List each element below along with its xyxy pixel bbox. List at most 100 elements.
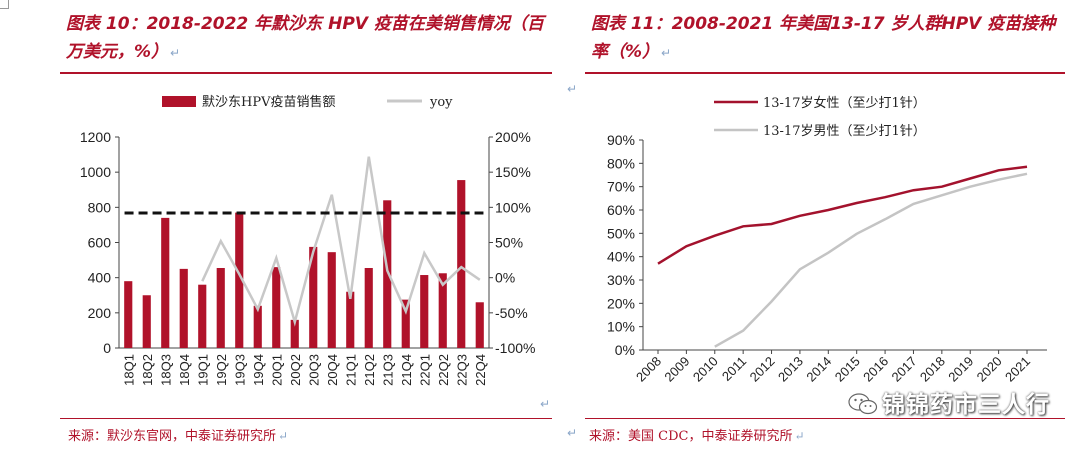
right-chart-title-text: 图表 11：2008-2021 年美国13-17 岁人群HPV 疫苗接种率（%）: [591, 14, 1056, 62]
bar-22Q1: [420, 275, 429, 348]
left-chart-panel: 图表 10：2018-2022 年默沙东 HPV 疫苗在美销售情况（百万美元，%…: [52, 0, 555, 452]
x-tick-label: 20Q2: [288, 354, 303, 386]
x-tick-label: 2019: [945, 354, 976, 385]
bar-20Q3: [309, 246, 318, 348]
x-tick-label: 2017: [889, 354, 920, 385]
bar-21Q4: [401, 299, 410, 348]
x-tick-label: 22Q1: [417, 354, 432, 386]
x-tick-label: 2011: [719, 354, 749, 384]
x-tick-label: 18Q1: [121, 354, 136, 386]
y-tick-label: 40%: [607, 249, 635, 265]
x-tick-label: 2013: [775, 354, 806, 385]
right-y-tick-label: -50%: [495, 305, 528, 321]
x-tick-label: 21Q3: [380, 354, 395, 386]
left-y-tick-label: 1000: [80, 164, 111, 180]
left-y-tick-label: 1200: [80, 129, 111, 145]
watermark-text: 锦锦药市三人行: [882, 392, 1050, 418]
left-y-tick-label: 800: [88, 199, 112, 215]
return-mark-icon: ↵: [278, 429, 289, 443]
return-mark-icon: ↵: [170, 46, 181, 60]
x-tick-label: 2020: [974, 354, 1005, 385]
watermark: 锦锦药市三人行: [848, 388, 1058, 422]
bar-20Q4: [327, 252, 336, 348]
x-tick-label: 18Q4: [177, 354, 192, 386]
left-y-tick-label: 600: [88, 235, 112, 251]
x-tick-label: 20Q4: [325, 354, 340, 386]
legend-label-female: 13-17岁女性（至少打1针）: [763, 95, 926, 111]
x-tick-label: 19Q4: [251, 354, 266, 386]
corner-fragment: [0, 0, 9, 9]
male-rate-line: [714, 172, 1028, 348]
left-chart-title: 图表 10：2018-2022 年默沙东 HPV 疫苗在美销售情况（百万美元，%…: [66, 10, 546, 67]
right-y-tick-label: 100%: [495, 199, 531, 215]
bar-21Q2: [364, 267, 373, 348]
left-chart-title-text: 图表 10：2018-2022 年默沙东 HPV 疫苗在美销售情况（百万美元，%…: [66, 14, 544, 62]
left-chart: 默沙东HPV疫苗销售额 yoy 0 200 400 600 800 1000 1200 -100%…: [80, 94, 536, 386]
return-mark-icon: ↵: [540, 397, 551, 411]
y-tick-label: 50%: [607, 225, 635, 241]
return-mark-icon: ↵: [567, 82, 578, 96]
bar-19Q3: [235, 212, 244, 348]
bar-22Q3: [457, 180, 466, 348]
x-tick-label: 18Q3: [158, 354, 173, 386]
right-y-tick-label: 150%: [495, 164, 531, 180]
bar-20Q2: [290, 319, 299, 348]
bar-19Q1: [198, 284, 207, 348]
right-chart: 13-17岁女性（至少打1针） 13-17岁男性（至少打1针） 0% 10% 20% 30…: [607, 95, 1047, 385]
x-tick-label: 2015: [832, 354, 863, 385]
bar-21Q3: [383, 200, 392, 348]
right-source-text: 来源：美国 CDC，中泰证券研究所: [589, 429, 793, 444]
right-chart-panel: 图表 11：2008-2021 年美国13-17 岁人群HPV 疫苗接种率（%）…: [567, 0, 1080, 452]
yoy-line: [201, 156, 481, 327]
bar-18Q1: [124, 281, 133, 348]
legend-label-sales: 默沙东HPV疫苗销售额: [202, 94, 335, 110]
right-y-tick-label: -100%: [495, 340, 535, 356]
y-tick-label: 20%: [607, 295, 635, 311]
x-tick-label: 2021: [1002, 354, 1033, 385]
x-tick-label: 2016: [860, 354, 891, 385]
left-y-tick-label: 200: [88, 305, 112, 321]
x-tick-label: 21Q4: [399, 354, 414, 386]
x-tick-label: 2018: [917, 354, 948, 385]
right-y-tick-label: 0%: [495, 270, 515, 286]
left-chart-source: 来源：默沙东官网，中泰证券研究所 ↵: [68, 425, 288, 444]
right-chart-source: 来源：美国 CDC，中泰证券研究所 ↵: [589, 425, 805, 444]
x-tick-label: 21Q1: [343, 354, 358, 386]
legend-label-yoy: yoy: [429, 95, 453, 110]
bar-18Q3: [161, 217, 170, 348]
left-source-rule: [60, 418, 552, 419]
y-tick-label: 10%: [607, 319, 635, 335]
x-tick-label: 22Q4: [473, 354, 488, 386]
right-chart-title: 图表 11：2008-2021 年美国13-17 岁人群HPV 疫苗接种率（%）…: [591, 10, 1071, 67]
y-tick-label: 90%: [607, 132, 635, 148]
x-tick-label: 2008: [633, 354, 664, 385]
x-tick-label: 20Q1: [269, 354, 284, 386]
x-tick-label: 2010: [690, 354, 721, 385]
x-tick-label: 18Q2: [140, 354, 155, 386]
bar-19Q2: [216, 267, 225, 348]
y-tick-label: 60%: [607, 202, 635, 218]
bar-18Q2: [142, 295, 151, 348]
x-tick-label: 20Q3: [306, 354, 321, 386]
bar-19Q4: [253, 305, 262, 348]
right-source-rule: [585, 418, 1065, 419]
y-tick-label: 30%: [607, 272, 635, 288]
right-y-tick-label: 50%: [495, 235, 523, 251]
bar-22Q2: [438, 273, 447, 348]
x-tick-label: 2009: [661, 354, 692, 385]
x-tick-label: 2012: [747, 354, 778, 385]
left-y-tick-label: 400: [88, 270, 112, 286]
bar-20Q1: [272, 267, 281, 348]
y-tick-label: 80%: [607, 155, 635, 171]
legend-label-male: 13-17岁男性（至少打1针）: [763, 124, 926, 139]
return-mark-icon: ↵: [794, 429, 805, 443]
left-title-rule: [60, 72, 552, 74]
bar-18Q4: [179, 268, 188, 348]
y-tick-label: 70%: [607, 179, 635, 195]
x-tick-label: 22Q3: [454, 354, 469, 386]
right-y-tick-label: 200%: [495, 129, 531, 145]
female-rate-line: [657, 165, 1028, 265]
legend-swatch-sales: [162, 96, 196, 107]
bar-21Q1: [346, 291, 355, 348]
y-tick-label: 0%: [615, 342, 635, 358]
